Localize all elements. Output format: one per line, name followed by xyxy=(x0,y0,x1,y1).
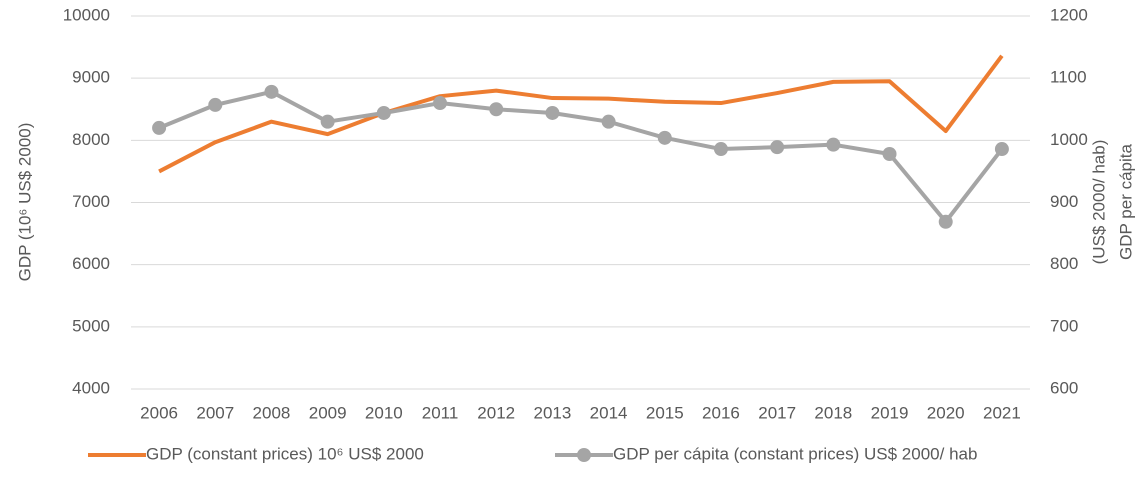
y-tick-label: 7000 xyxy=(72,192,110,211)
x-tick-label: 2019 xyxy=(871,403,909,422)
y2-tick-label: 1000 xyxy=(1050,130,1088,149)
point-marker xyxy=(376,105,391,120)
x-tick-label: 2007 xyxy=(196,403,234,422)
x-tick-label: 2012 xyxy=(477,403,515,422)
point-marker xyxy=(770,140,785,155)
legend-swatch xyxy=(577,448,591,462)
y2-axis-label: GDP per cápita xyxy=(1116,144,1135,260)
point-marker xyxy=(208,97,223,112)
point-marker xyxy=(601,114,616,129)
x-tick-label: 2013 xyxy=(533,403,571,422)
y-tick-label: 8000 xyxy=(72,130,110,149)
x-tick-label: 2015 xyxy=(646,403,684,422)
x-tick-label: 2014 xyxy=(590,403,628,422)
y2-tick-label: 800 xyxy=(1050,254,1078,273)
x-tick-label: 2006 xyxy=(140,403,178,422)
x-tick-label: 2016 xyxy=(702,403,740,422)
y-tick-label: 6000 xyxy=(72,254,110,273)
series-line xyxy=(158,89,1004,224)
y2-axis-label: (US$ 2000/ hab) xyxy=(1089,140,1108,265)
legend-label: GDP per cápita (constant prices) US$ 200… xyxy=(613,444,977,463)
point-marker xyxy=(994,142,1009,157)
x-tick-label: 2011 xyxy=(422,403,459,422)
x-tick-label: 2018 xyxy=(814,403,852,422)
point-marker xyxy=(826,137,841,152)
y-tick-label: 10000 xyxy=(63,5,110,24)
x-tick-label: 2021 xyxy=(983,403,1021,422)
point-marker xyxy=(264,84,279,99)
series-line xyxy=(158,54,1004,174)
legend-label: GDP (constant prices) 10⁶ US$ 2000 xyxy=(146,444,424,463)
x-tick-label: 2017 xyxy=(758,403,796,422)
x-tick-label: 2009 xyxy=(309,403,347,422)
x-tick-label: 2020 xyxy=(927,403,965,422)
y2-tick-label: 1100 xyxy=(1050,68,1087,87)
y-tick-label: 5000 xyxy=(72,316,110,335)
point-marker xyxy=(433,96,448,111)
point-marker xyxy=(938,214,953,229)
y-tick-label: 9000 xyxy=(72,68,110,87)
x-tick-label: 2010 xyxy=(365,403,403,422)
y-axis-label: GDP (10⁶ US$ 2000) xyxy=(15,123,34,282)
point-marker xyxy=(657,130,672,145)
y2-tick-label: 700 xyxy=(1050,316,1078,335)
y2-tick-label: 900 xyxy=(1050,192,1078,211)
point-marker xyxy=(320,114,335,129)
point-marker xyxy=(713,142,728,157)
point-marker xyxy=(545,105,560,120)
y-tick-label: 4000 xyxy=(72,378,110,397)
point-marker xyxy=(882,147,897,162)
point-marker xyxy=(152,120,167,135)
point-marker xyxy=(489,102,504,117)
x-tick-label: 2008 xyxy=(253,403,291,422)
y2-tick-label: 1200 xyxy=(1050,5,1088,24)
y2-tick-label: 600 xyxy=(1050,378,1078,397)
